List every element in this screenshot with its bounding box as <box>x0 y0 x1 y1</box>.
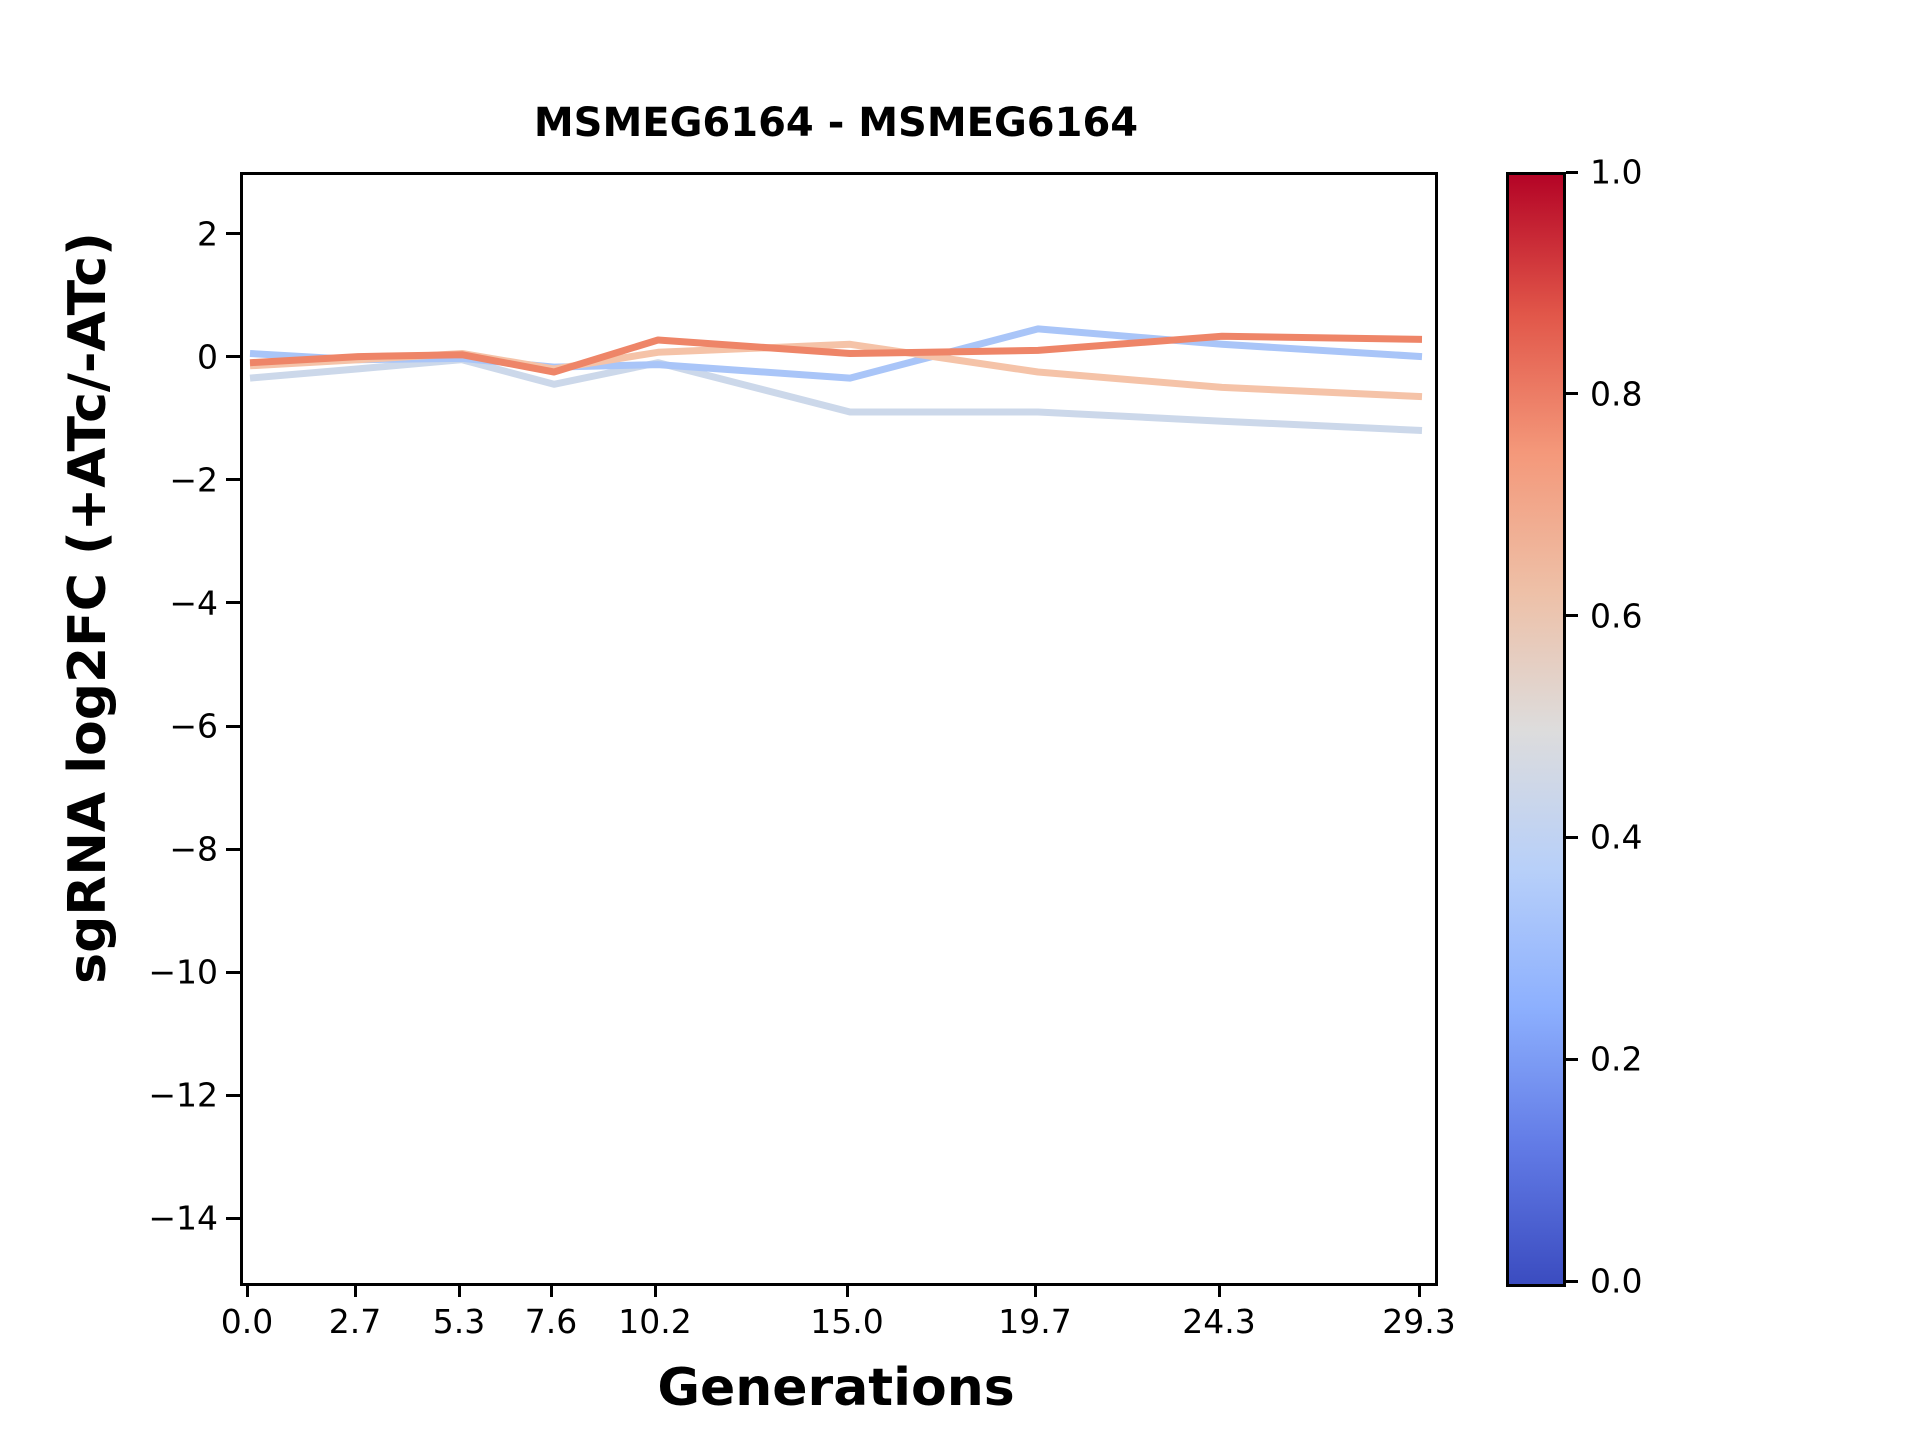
colorbar-tick-label: 0.0 <box>1590 1261 1643 1301</box>
colorbar-tick-mark <box>1566 835 1578 839</box>
y-tick-label: −14 <box>148 1198 218 1238</box>
y-tick-label: −2 <box>169 460 218 500</box>
x-axis-label: Generations <box>657 1358 1015 1418</box>
x-tick-mark <box>845 1283 849 1297</box>
colorbar-tick-mark <box>1566 614 1578 618</box>
pale-blue-line <box>249 356 1423 434</box>
x-tick-label: 5.3 <box>432 1302 486 1341</box>
colorbar-tick-label: 0.2 <box>1590 1039 1643 1079</box>
colorbar-tick-mark <box>1566 1279 1578 1283</box>
y-tick-mark <box>226 1093 240 1097</box>
x-tick-mark <box>1033 1283 1037 1297</box>
plot-area <box>240 172 1438 1286</box>
y-tick-label: −6 <box>169 706 218 746</box>
colorbar-tick-mark <box>1566 1057 1578 1061</box>
colorbar-tick-label: 0.6 <box>1590 596 1643 636</box>
x-tick-mark <box>1217 1283 1221 1297</box>
x-tick-label: 24.3 <box>1182 1302 1256 1341</box>
colorbar-tick-mark <box>1566 392 1578 396</box>
y-tick-mark <box>226 601 240 605</box>
y-tick-mark <box>226 478 240 482</box>
y-tick-mark <box>226 1216 240 1220</box>
y-tick-mark <box>226 355 240 359</box>
colorbar-gradient <box>1506 172 1566 1287</box>
y-tick-mark <box>226 847 240 851</box>
x-tick-mark <box>353 1283 357 1297</box>
x-tick-label: 10.2 <box>618 1302 692 1341</box>
y-tick-mark <box>226 970 240 974</box>
colorbar-tick-label: 1.0 <box>1590 152 1643 192</box>
x-tick-label: 2.7 <box>328 1302 382 1341</box>
x-tick-mark <box>1417 1283 1421 1297</box>
y-tick-label: 0 <box>197 337 218 377</box>
x-tick-mark <box>245 1283 249 1297</box>
line-series-canvas <box>249 325 1423 434</box>
colorbar-tick-mark <box>1566 170 1578 174</box>
y-tick-label: −10 <box>148 952 218 992</box>
x-tick-mark <box>653 1283 657 1297</box>
y-tick-mark <box>226 724 240 728</box>
x-tick-label: 15.0 <box>810 1302 884 1341</box>
y-tick-label: −4 <box>169 583 218 623</box>
x-tick-label: 19.7 <box>998 1302 1072 1341</box>
colorbar-tick-label: 0.4 <box>1590 817 1643 857</box>
colorbar-tick-label: 0.8 <box>1590 374 1643 414</box>
x-tick-label: 0.0 <box>220 1302 274 1341</box>
y-tick-mark <box>226 232 240 236</box>
y-tick-label: 2 <box>197 214 218 254</box>
x-tick-label: 7.6 <box>524 1302 578 1341</box>
y-tick-label: −8 <box>169 829 218 869</box>
orange-line <box>249 332 1423 376</box>
chart-title: MSMEG6164 - MSMEG6164 <box>533 100 1139 146</box>
x-tick-mark <box>549 1283 553 1297</box>
y-tick-label: −12 <box>148 1075 218 1115</box>
x-tick-mark <box>457 1283 461 1297</box>
x-tick-label: 29.3 <box>1382 1302 1456 1341</box>
